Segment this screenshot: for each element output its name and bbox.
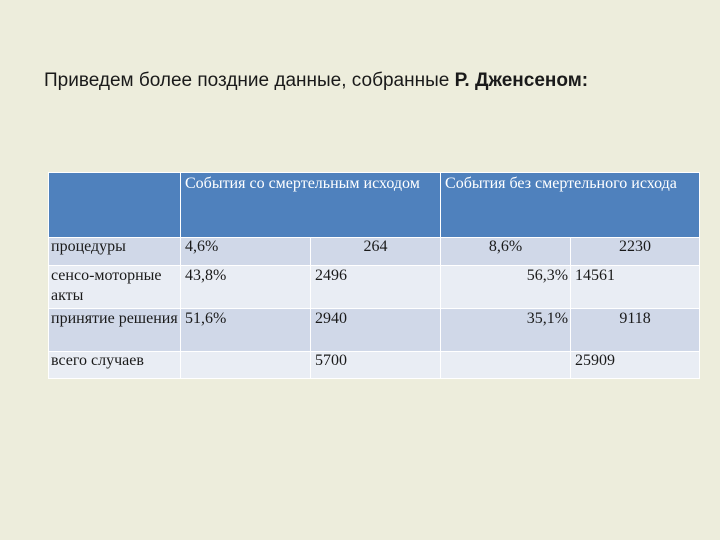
header-nonfatal-events: События без смертельного исхода (440, 172, 701, 238)
fatal-count-cell: 5700 (309, 351, 442, 379)
fatal-count-cell: 2940 (309, 308, 442, 352)
title-author: Р. Дженсеном: (454, 70, 589, 91)
nonfatal-count-cell: 14561 (570, 265, 701, 309)
header-fatal-events: События со смертельным исходом (179, 172, 442, 238)
nonfatal-count-cell: 25909 (570, 351, 701, 379)
nonfatal-percent-cell (440, 351, 572, 379)
row-label: принятие решения (48, 308, 181, 352)
row-label: всего случаев (48, 351, 181, 379)
nonfatal-count-cell: 2230 (570, 237, 701, 266)
nonfatal-percent-cell: 35,1% (440, 308, 572, 352)
row-label: процедуры (48, 237, 181, 266)
nonfatal-percent-cell: 56,3% (440, 265, 572, 309)
fatal-percent-cell (180, 351, 311, 379)
title-prefix: Приведем более поздние данные, собранные (44, 70, 455, 91)
slide-title: Приведем более поздние данные, собранные… (44, 70, 588, 92)
fatal-count-cell: 264 (309, 237, 442, 266)
table-row: процедуры 4,6% 264 8,6% 2230 (48, 237, 701, 266)
fatal-count-cell: 2496 (309, 265, 442, 309)
fatal-percent-cell: 43,8% (180, 265, 311, 309)
table-header-row: События со смертельным исходом События б… (48, 172, 701, 238)
nonfatal-percent-cell: 8,6% (440, 237, 572, 266)
nonfatal-count-cell: 9118 (570, 308, 701, 352)
table-row: принятие решения 51,6% 2940 35,1% 9118 (48, 308, 701, 352)
row-label: сенсо-моторные акты (48, 265, 181, 309)
fatal-percent-cell: 4,6% (180, 237, 311, 266)
data-table: События со смертельным исходом События б… (48, 172, 701, 379)
fatal-percent-cell: 51,6% (180, 308, 311, 352)
header-empty-cell (48, 172, 181, 238)
table-row: всего случаев 5700 25909 (48, 351, 701, 379)
table-row: сенсо-моторные акты 43,8% 2496 56,3% 145… (48, 265, 701, 309)
